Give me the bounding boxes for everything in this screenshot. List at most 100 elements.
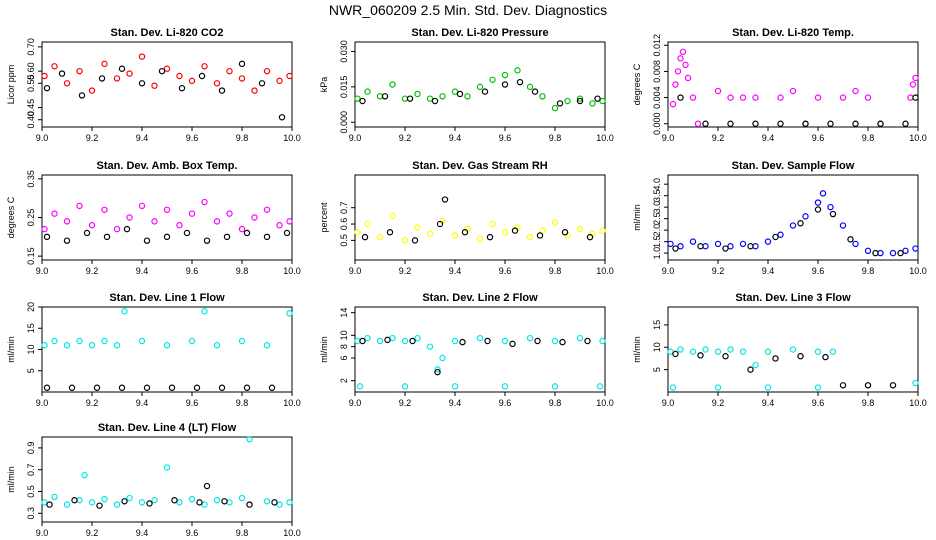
data-point — [213, 80, 221, 87]
data-point-black — [772, 233, 779, 241]
data-point-black — [118, 384, 126, 391]
data-point — [138, 53, 146, 60]
data-point — [286, 499, 293, 506]
y-tick-label: 3.5 — [652, 189, 662, 202]
data-point-black — [71, 497, 78, 504]
data-point-black — [278, 114, 286, 121]
y-tick-label: 15 — [652, 320, 662, 330]
data-point — [694, 120, 702, 127]
plot-frame — [41, 436, 293, 523]
y-tick-label: 5 — [652, 367, 662, 372]
x-tick-label: 9.0 — [349, 398, 362, 408]
data-point — [564, 97, 571, 105]
x-tick-label: 10.0 — [283, 133, 301, 143]
chart-panel-4: Stan. Dev. Amb. Box Temp. degrees C 9.0 9.2… — [6, 160, 301, 276]
x-tick-label: 9.8 — [236, 528, 249, 538]
y-tick-label: 0.40 — [26, 111, 36, 129]
x-tick-label: 9.8 — [236, 398, 249, 408]
data-point — [526, 233, 534, 241]
y-tick-label: 6 — [339, 355, 349, 360]
data-point — [514, 67, 521, 74]
data-point-black — [63, 237, 71, 244]
y-axis-label: ml/min — [319, 336, 329, 363]
data-point — [677, 243, 684, 250]
x-tick-label: 9.8 — [549, 266, 562, 276]
data-point — [596, 383, 604, 390]
x-tick-label: 10.0 — [909, 266, 927, 276]
data-point — [501, 383, 509, 390]
data-point-black — [829, 210, 837, 218]
data-point — [113, 75, 121, 82]
data-point — [238, 225, 246, 233]
data-point — [276, 222, 283, 229]
data-point — [677, 346, 684, 353]
data-point — [101, 337, 108, 345]
data-point — [589, 100, 596, 107]
x-tick-label: 9.8 — [549, 398, 562, 408]
data-point-black — [531, 88, 539, 95]
data-point — [41, 225, 48, 233]
data-point — [213, 342, 221, 349]
data-point — [276, 501, 283, 508]
x-tick-label: 9.0 — [349, 133, 362, 143]
data-point — [364, 334, 371, 342]
chart-title: Stan. Dev. Li-820 CO2 — [111, 27, 224, 39]
x-tick-label: 9.6 — [186, 133, 199, 143]
data-point-black — [702, 120, 709, 127]
data-point-black — [203, 482, 211, 490]
data-point — [213, 497, 221, 504]
data-point — [63, 342, 71, 349]
data-point — [163, 206, 171, 213]
data-point-black — [43, 384, 51, 391]
data-point — [51, 337, 58, 345]
y-tick-label: 0.70 — [26, 38, 36, 56]
data-point-black — [501, 81, 509, 88]
x-tick-label: 9.2 — [712, 133, 725, 143]
data-point — [814, 94, 822, 101]
data-point-black — [877, 120, 884, 127]
data-point — [739, 240, 747, 248]
data-point-black — [772, 355, 779, 362]
x-tick-label: 9.6 — [186, 528, 199, 538]
data-point — [401, 237, 409, 244]
data-point-black — [243, 229, 251, 237]
data-point-black — [193, 384, 201, 391]
data-point — [777, 231, 784, 238]
chart-title: Stan. Dev. Li-820 Temp. — [732, 27, 854, 39]
chart-title: Stan. Dev. Amb. Box Temp. — [97, 160, 238, 172]
data-point-black — [852, 120, 859, 127]
data-point-black — [43, 84, 51, 92]
plot-frame — [354, 41, 606, 128]
data-point — [814, 199, 822, 206]
x-tick-label: 9.0 — [36, 133, 49, 143]
data-point-black — [534, 337, 541, 345]
data-point — [401, 383, 409, 390]
y-tick-label: 0.35 — [26, 170, 36, 188]
data-point — [63, 501, 71, 508]
data-point-black — [586, 233, 594, 241]
x-tick-label: 9.8 — [236, 133, 249, 143]
y-tick-label: 10 — [26, 344, 36, 354]
data-point-black — [847, 236, 854, 243]
data-point-black — [98, 75, 106, 82]
data-point — [286, 310, 293, 317]
data-point — [126, 494, 133, 502]
data-point — [201, 308, 208, 315]
data-point — [451, 383, 459, 390]
x-tick-label: 9.0 — [36, 398, 49, 408]
data-point — [599, 337, 606, 345]
data-point — [667, 348, 674, 355]
data-point — [489, 76, 496, 83]
data-point-black — [96, 502, 103, 509]
data-point — [789, 346, 797, 353]
data-point — [451, 337, 459, 345]
x-tick-label: 9.4 — [136, 133, 149, 143]
data-point-black — [536, 232, 544, 239]
y-tick-label: 1.5 — [652, 235, 662, 248]
data-point — [126, 70, 133, 77]
data-point — [354, 95, 361, 102]
data-point — [539, 93, 546, 100]
x-tick-label: 9.8 — [862, 398, 875, 408]
data-point-black — [158, 67, 166, 75]
